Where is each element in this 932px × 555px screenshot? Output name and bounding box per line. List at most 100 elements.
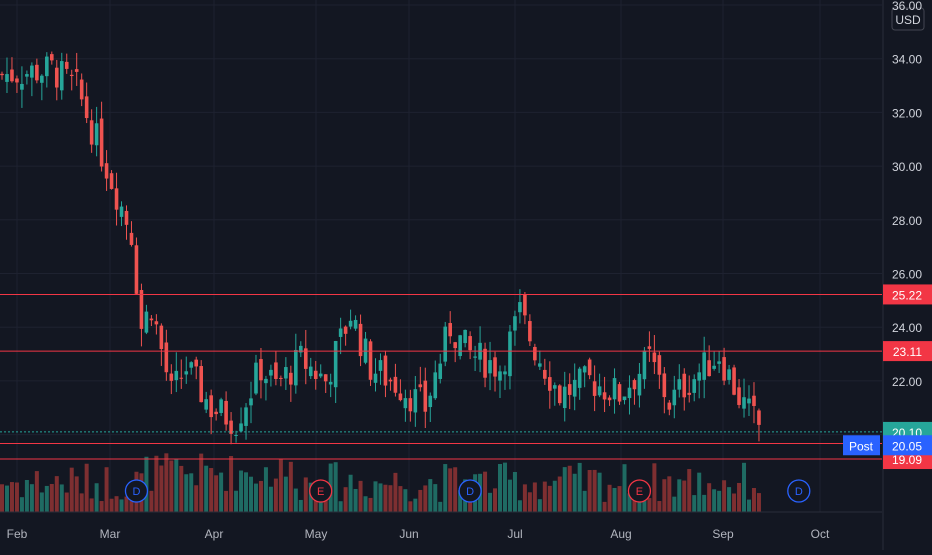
earnings-event-marker[interactable] bbox=[627, 479, 652, 503]
candle-body[interactable] bbox=[343, 326, 348, 334]
candle-body[interactable] bbox=[577, 368, 582, 388]
candle-body[interactable] bbox=[667, 402, 672, 410]
dividend-event-marker[interactable] bbox=[787, 479, 811, 503]
candle-body[interactable] bbox=[582, 366, 587, 373]
candle-body[interactable] bbox=[134, 245, 139, 294]
dividend-event-marker[interactable] bbox=[124, 479, 149, 503]
candle-body[interactable] bbox=[89, 120, 94, 145]
candle-body[interactable] bbox=[373, 373, 378, 383]
candle-body[interactable] bbox=[274, 362, 278, 379]
candle-body[interactable] bbox=[25, 74, 29, 77]
candle-body[interactable] bbox=[562, 386, 567, 409]
candle-body[interactable] bbox=[662, 373, 667, 398]
candle-body[interactable] bbox=[647, 346, 652, 349]
candle-body[interactable] bbox=[0, 73, 4, 76]
candle-body[interactable] bbox=[139, 290, 144, 329]
candle-body[interactable] bbox=[418, 384, 423, 388]
candle-body[interactable] bbox=[144, 311, 149, 333]
candle-body[interactable] bbox=[254, 362, 258, 394]
candle-body[interactable] bbox=[448, 323, 452, 337]
candle-body[interactable] bbox=[184, 371, 189, 375]
candle-body[interactable] bbox=[727, 369, 731, 380]
candle-body[interactable] bbox=[179, 377, 184, 379]
candle-body[interactable] bbox=[503, 371, 507, 375]
candle-body[interactable] bbox=[742, 397, 746, 409]
candle-body[interactable] bbox=[209, 395, 213, 418]
earnings-event-marker[interactable] bbox=[309, 479, 333, 503]
candle-body[interactable] bbox=[69, 74, 74, 76]
candle-body[interactable] bbox=[84, 96, 89, 119]
candle-body[interactable] bbox=[264, 378, 268, 384]
candle-body[interactable] bbox=[757, 410, 761, 425]
candle-body[interactable] bbox=[657, 355, 662, 375]
candle-body[interactable] bbox=[214, 411, 218, 415]
candle-body[interactable] bbox=[652, 352, 657, 363]
candle-body[interactable] bbox=[627, 387, 632, 399]
candle-body[interactable] bbox=[732, 367, 736, 395]
candle-body[interactable] bbox=[64, 61, 69, 69]
candle-body[interactable] bbox=[622, 396, 627, 401]
candle-body[interactable] bbox=[637, 373, 642, 396]
candle-body[interactable] bbox=[199, 366, 203, 403]
candle-body[interactable] bbox=[607, 397, 612, 401]
candle-body[interactable] bbox=[388, 379, 393, 382]
candle-body[interactable] bbox=[50, 54, 54, 61]
candle-body[interactable] bbox=[592, 381, 597, 396]
candle-body[interactable] bbox=[697, 372, 701, 381]
candle-body[interactable] bbox=[159, 325, 164, 350]
candle-body[interactable] bbox=[403, 398, 408, 409]
candle-body[interactable] bbox=[672, 389, 677, 406]
candle-body[interactable] bbox=[717, 361, 721, 364]
candle-body[interactable] bbox=[30, 65, 34, 78]
candle-body[interactable] bbox=[458, 335, 462, 357]
candle-body[interactable] bbox=[20, 83, 24, 90]
candle-body[interactable] bbox=[548, 377, 552, 391]
candle-body[interactable] bbox=[692, 379, 697, 393]
candle-body[interactable] bbox=[587, 359, 592, 376]
currency-badge[interactable] bbox=[891, 7, 925, 31]
candle-body[interactable] bbox=[428, 395, 433, 408]
candle-body[interactable] bbox=[617, 384, 622, 402]
candle-body[interactable] bbox=[423, 380, 428, 412]
candle-body[interactable] bbox=[289, 372, 293, 385]
candle-body[interactable] bbox=[747, 398, 751, 404]
candle-body[interactable] bbox=[338, 328, 343, 337]
candle-body[interactable] bbox=[552, 385, 557, 389]
candle-body[interactable] bbox=[328, 381, 333, 385]
candle-body[interactable] bbox=[119, 206, 124, 217]
candle-body[interactable] bbox=[368, 341, 373, 380]
candle-body[interactable] bbox=[597, 386, 602, 396]
candle-body[interactable] bbox=[702, 352, 706, 380]
candle-body[interactable] bbox=[712, 365, 716, 369]
candle-body[interactable] bbox=[169, 373, 174, 381]
candle-body[interactable] bbox=[79, 79, 84, 100]
candle-body[interactable] bbox=[35, 64, 39, 81]
candle-body[interactable] bbox=[189, 362, 194, 368]
candle-body[interactable] bbox=[538, 363, 542, 367]
candle-body[interactable] bbox=[59, 61, 64, 91]
candle-body[interactable] bbox=[687, 392, 692, 395]
candle-body[interactable] bbox=[528, 321, 532, 342]
candle-body[interactable] bbox=[204, 399, 208, 410]
candle-body[interactable] bbox=[294, 349, 298, 386]
candle-body[interactable] bbox=[114, 188, 119, 210]
candle-body[interactable] bbox=[443, 326, 448, 362]
candle-body[interactable] bbox=[279, 377, 283, 379]
candle-body[interactable] bbox=[54, 67, 59, 88]
candle-body[interactable] bbox=[15, 78, 19, 83]
candle-body[interactable] bbox=[308, 366, 313, 377]
candle-body[interactable] bbox=[303, 348, 308, 369]
candle-body[interactable] bbox=[109, 173, 114, 189]
candle-body[interactable] bbox=[194, 359, 199, 367]
candle-body[interactable] bbox=[677, 379, 682, 390]
candle-body[interactable] bbox=[323, 374, 328, 382]
candle-body[interactable] bbox=[149, 318, 154, 321]
candle-body[interactable] bbox=[513, 316, 517, 331]
candle-body[interactable] bbox=[239, 423, 243, 432]
candle-body[interactable] bbox=[632, 380, 637, 390]
candle-body[interactable] bbox=[164, 342, 169, 373]
candle-body[interactable] bbox=[129, 232, 134, 245]
